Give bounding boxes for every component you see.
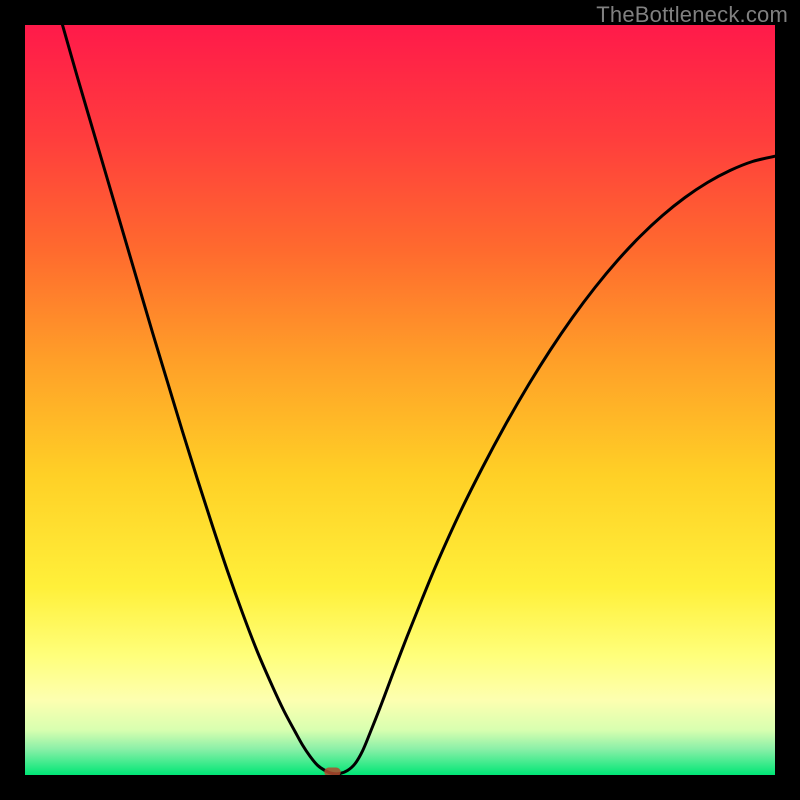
plot-area [25,25,775,775]
chart-svg [25,25,775,775]
plot-background [25,25,775,775]
chart-frame: TheBottleneck.com [0,0,800,800]
optimal-marker [324,768,341,776]
